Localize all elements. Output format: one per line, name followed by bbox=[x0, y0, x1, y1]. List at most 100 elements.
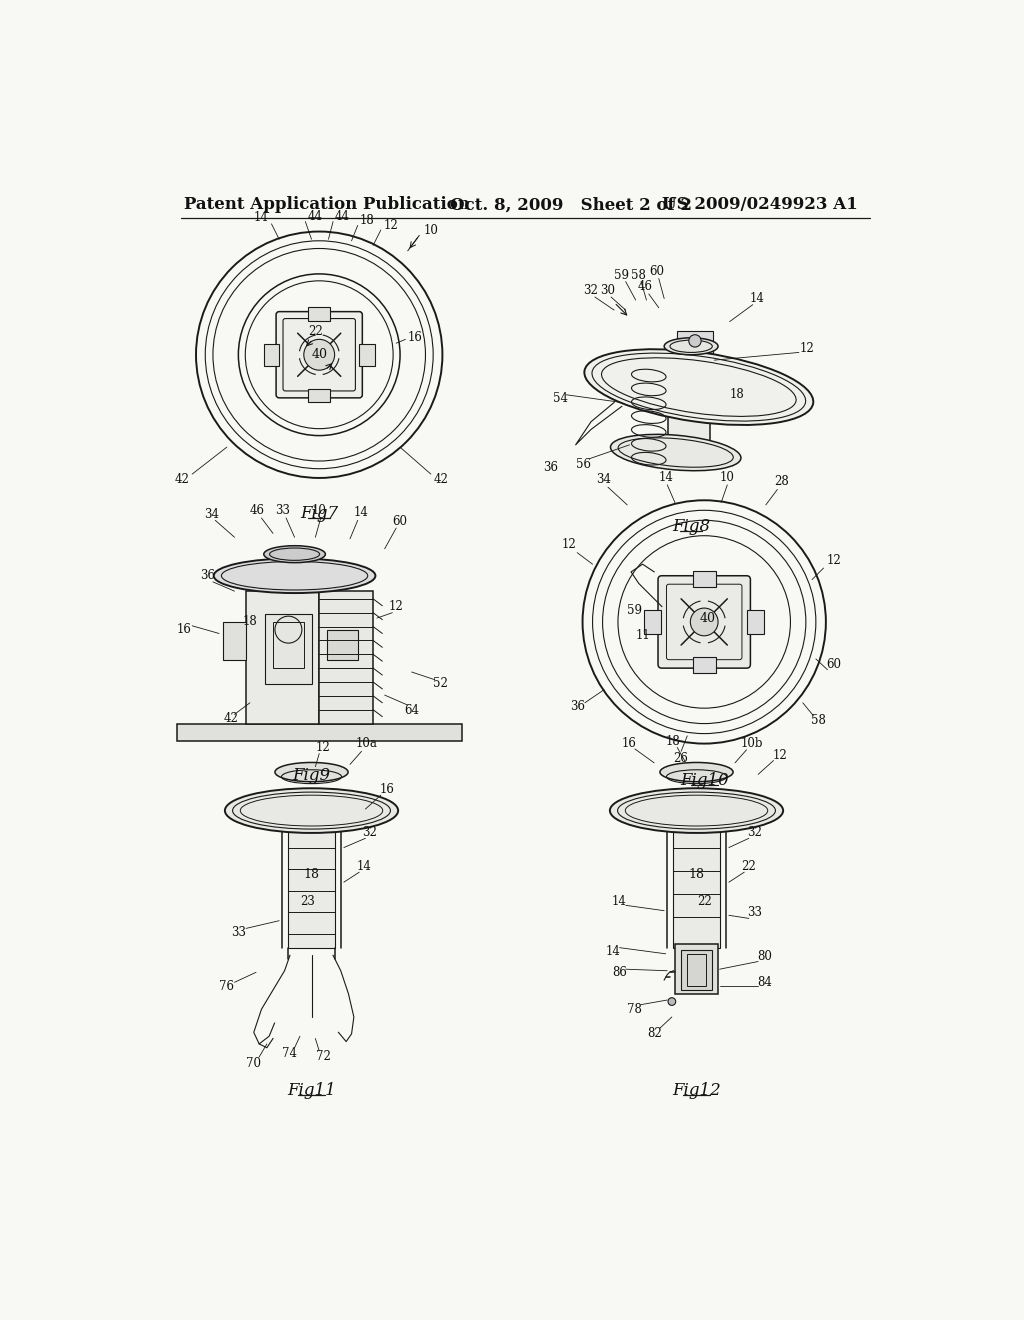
Text: 12: 12 bbox=[389, 601, 403, 612]
Bar bbox=[177, 725, 462, 742]
Text: 72: 72 bbox=[315, 1051, 331, 1064]
Text: 54: 54 bbox=[553, 392, 567, 405]
Text: 36: 36 bbox=[200, 569, 215, 582]
Bar bbox=[674, 832, 720, 948]
Text: 10: 10 bbox=[423, 223, 438, 236]
Text: 14: 14 bbox=[254, 211, 269, 224]
Text: 80: 80 bbox=[757, 950, 772, 964]
Polygon shape bbox=[246, 591, 319, 725]
Text: 10: 10 bbox=[720, 471, 735, 483]
Text: 12: 12 bbox=[315, 741, 331, 754]
Text: 33: 33 bbox=[230, 925, 246, 939]
Text: 52: 52 bbox=[433, 677, 449, 690]
Text: 44: 44 bbox=[335, 210, 350, 223]
Text: 14: 14 bbox=[354, 506, 369, 519]
Ellipse shape bbox=[610, 788, 783, 833]
Text: US 2009/0249923 A1: US 2009/0249923 A1 bbox=[662, 197, 858, 213]
FancyBboxPatch shape bbox=[276, 312, 362, 397]
Text: 36: 36 bbox=[569, 700, 585, 713]
Text: 12: 12 bbox=[562, 539, 577, 552]
Bar bbox=[308, 388, 330, 403]
Text: 22: 22 bbox=[697, 895, 712, 908]
Text: 64: 64 bbox=[404, 704, 419, 717]
Ellipse shape bbox=[264, 545, 326, 562]
Text: 18: 18 bbox=[688, 869, 705, 880]
Text: Patent Application Publication: Patent Application Publication bbox=[184, 197, 470, 213]
Text: Fig10: Fig10 bbox=[680, 772, 729, 789]
Bar bbox=[289, 832, 335, 948]
Text: 82: 82 bbox=[647, 1027, 662, 1040]
Text: 34: 34 bbox=[597, 473, 611, 486]
Text: 18: 18 bbox=[730, 388, 744, 401]
Ellipse shape bbox=[665, 338, 718, 355]
Text: 59: 59 bbox=[628, 603, 642, 616]
Bar bbox=[687, 954, 706, 986]
Text: 12: 12 bbox=[772, 748, 787, 762]
Text: 12: 12 bbox=[800, 342, 814, 355]
Text: 32: 32 bbox=[584, 284, 598, 297]
Ellipse shape bbox=[225, 788, 398, 833]
Text: 14: 14 bbox=[750, 292, 764, 305]
Bar bbox=[692, 657, 716, 673]
Ellipse shape bbox=[610, 434, 741, 471]
Bar bbox=[308, 308, 330, 321]
Text: 28: 28 bbox=[774, 475, 788, 488]
Text: 22: 22 bbox=[741, 861, 757, 874]
Text: 26: 26 bbox=[674, 752, 688, 766]
Text: 70: 70 bbox=[246, 1056, 261, 1069]
Text: 32: 32 bbox=[746, 825, 762, 838]
Text: 86: 86 bbox=[612, 966, 627, 979]
Text: 16: 16 bbox=[622, 737, 636, 750]
FancyBboxPatch shape bbox=[658, 576, 751, 668]
Circle shape bbox=[690, 609, 718, 636]
Text: 18: 18 bbox=[359, 214, 375, 227]
Text: Oct. 8, 2009   Sheet 2 of 2: Oct. 8, 2009 Sheet 2 of 2 bbox=[451, 197, 692, 213]
Bar bbox=[359, 345, 375, 366]
Text: 23: 23 bbox=[300, 895, 315, 908]
Text: 18: 18 bbox=[243, 615, 257, 628]
Text: Fig9: Fig9 bbox=[293, 767, 331, 784]
Bar bbox=[692, 572, 716, 586]
Bar bbox=[265, 614, 311, 684]
Text: Fig11: Fig11 bbox=[287, 1082, 336, 1100]
Text: Fig12: Fig12 bbox=[672, 1082, 721, 1100]
Bar bbox=[273, 622, 304, 668]
Text: 46: 46 bbox=[637, 280, 652, 293]
Circle shape bbox=[689, 335, 701, 347]
Text: 16: 16 bbox=[177, 623, 191, 636]
Text: 12: 12 bbox=[826, 554, 841, 566]
Text: 18: 18 bbox=[303, 869, 319, 880]
Bar bbox=[677, 331, 713, 354]
Text: 34: 34 bbox=[204, 508, 219, 520]
Bar bbox=[644, 610, 662, 635]
Bar bbox=[748, 610, 764, 635]
Text: 58: 58 bbox=[632, 269, 646, 282]
Circle shape bbox=[304, 339, 335, 370]
Text: 58: 58 bbox=[811, 714, 825, 727]
Polygon shape bbox=[319, 591, 373, 725]
Text: 12: 12 bbox=[383, 219, 398, 232]
Text: 33: 33 bbox=[274, 504, 290, 517]
Bar bbox=[675, 944, 718, 994]
Text: 10b: 10b bbox=[740, 737, 763, 750]
Text: 14: 14 bbox=[606, 945, 621, 958]
Text: 16: 16 bbox=[380, 783, 394, 796]
Ellipse shape bbox=[659, 763, 733, 781]
Text: 18: 18 bbox=[666, 735, 681, 748]
Text: 84: 84 bbox=[757, 975, 772, 989]
Bar bbox=[327, 630, 357, 660]
Text: 76: 76 bbox=[219, 979, 234, 993]
Text: 30: 30 bbox=[600, 284, 615, 297]
Text: 22: 22 bbox=[308, 325, 323, 338]
Text: 42: 42 bbox=[433, 473, 449, 486]
Polygon shape bbox=[668, 352, 711, 461]
Text: 40: 40 bbox=[311, 348, 328, 362]
Text: 60: 60 bbox=[649, 265, 664, 279]
Bar bbox=[264, 345, 280, 366]
Text: 40: 40 bbox=[700, 611, 716, 624]
Text: 44: 44 bbox=[308, 210, 323, 223]
Text: 32: 32 bbox=[361, 825, 377, 838]
Text: Fig8: Fig8 bbox=[672, 517, 711, 535]
Text: 74: 74 bbox=[283, 1047, 297, 1060]
Text: 11: 11 bbox=[635, 630, 650, 643]
